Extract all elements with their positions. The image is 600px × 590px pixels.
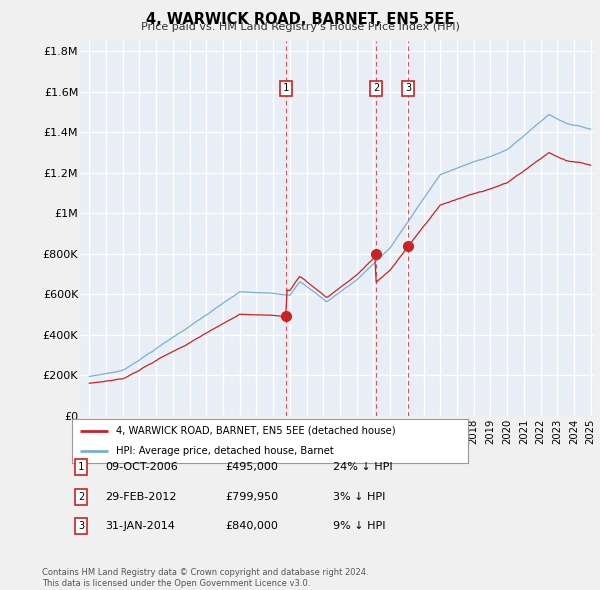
Text: Contains HM Land Registry data © Crown copyright and database right 2024.
This d: Contains HM Land Registry data © Crown c… [42,568,368,588]
Text: 3: 3 [78,522,84,531]
Text: Price paid vs. HM Land Registry's House Price Index (HPI): Price paid vs. HM Land Registry's House … [140,22,460,32]
Text: 24% ↓ HPI: 24% ↓ HPI [333,463,392,472]
Text: 3: 3 [405,83,412,93]
Text: 9% ↓ HPI: 9% ↓ HPI [333,522,386,531]
Text: 1: 1 [78,463,84,472]
Text: 29-FEB-2012: 29-FEB-2012 [105,492,176,502]
Text: 4, WARWICK ROAD, BARNET, EN5 5EE: 4, WARWICK ROAD, BARNET, EN5 5EE [146,12,454,27]
Text: 31-JAN-2014: 31-JAN-2014 [105,522,175,531]
Text: 2: 2 [373,83,379,93]
Text: £495,000: £495,000 [225,463,278,472]
Text: 2: 2 [78,492,84,502]
Text: HPI: Average price, detached house, Barnet: HPI: Average price, detached house, Barn… [116,446,334,456]
Text: 3% ↓ HPI: 3% ↓ HPI [333,492,385,502]
Text: £799,950: £799,950 [225,492,278,502]
Text: £840,000: £840,000 [225,522,278,531]
Text: 1: 1 [283,83,289,93]
Text: 4, WARWICK ROAD, BARNET, EN5 5EE (detached house): 4, WARWICK ROAD, BARNET, EN5 5EE (detach… [116,426,395,436]
Text: 09-OCT-2006: 09-OCT-2006 [105,463,178,472]
